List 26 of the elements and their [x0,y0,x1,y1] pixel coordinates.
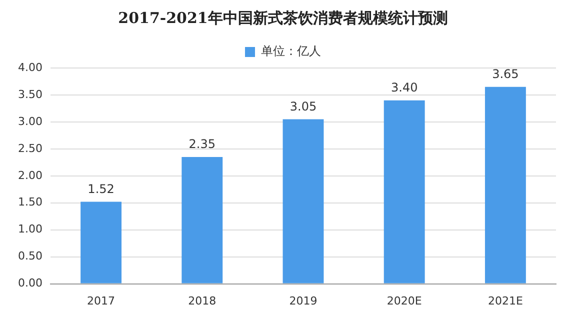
bar [484,86,526,284]
y-tick-label: 2.50 [18,142,42,155]
data-label: 1.52 [88,182,114,196]
y-tick-label: 0.00 [18,276,42,290]
y-tick-label: 3.00 [18,114,42,128]
data-label: 3.05 [290,99,317,114]
bar [384,100,425,284]
data-label: 2.35 [188,137,216,152]
data-label: 3.40 [390,80,418,94]
y-tick-label: 0.50 [18,250,42,263]
y-tick-label: 2.00 [18,168,42,182]
bar [182,157,223,284]
y-tick-label: 4.00 [18,60,42,74]
data-label: 3.65 [492,67,519,82]
x-tick-label: 2020E [386,294,422,308]
x-tick-label: 2021E [488,294,523,308]
y-tick-label: 1.00 [18,222,42,236]
y-tick-label: 3.50 [18,88,42,101]
y-tick-label: 1.50 [18,196,42,209]
chart-title: 2017-2021年中国新式茶饮消费者规模统计预测 [118,8,448,27]
legend-label: 单位：亿人 [261,44,321,58]
bar [80,202,122,284]
x-tick-label: 2019 [289,294,318,308]
bar [282,119,324,284]
x-tick-label: 2017 [87,294,116,308]
x-tick-label: 2018 [188,294,216,308]
